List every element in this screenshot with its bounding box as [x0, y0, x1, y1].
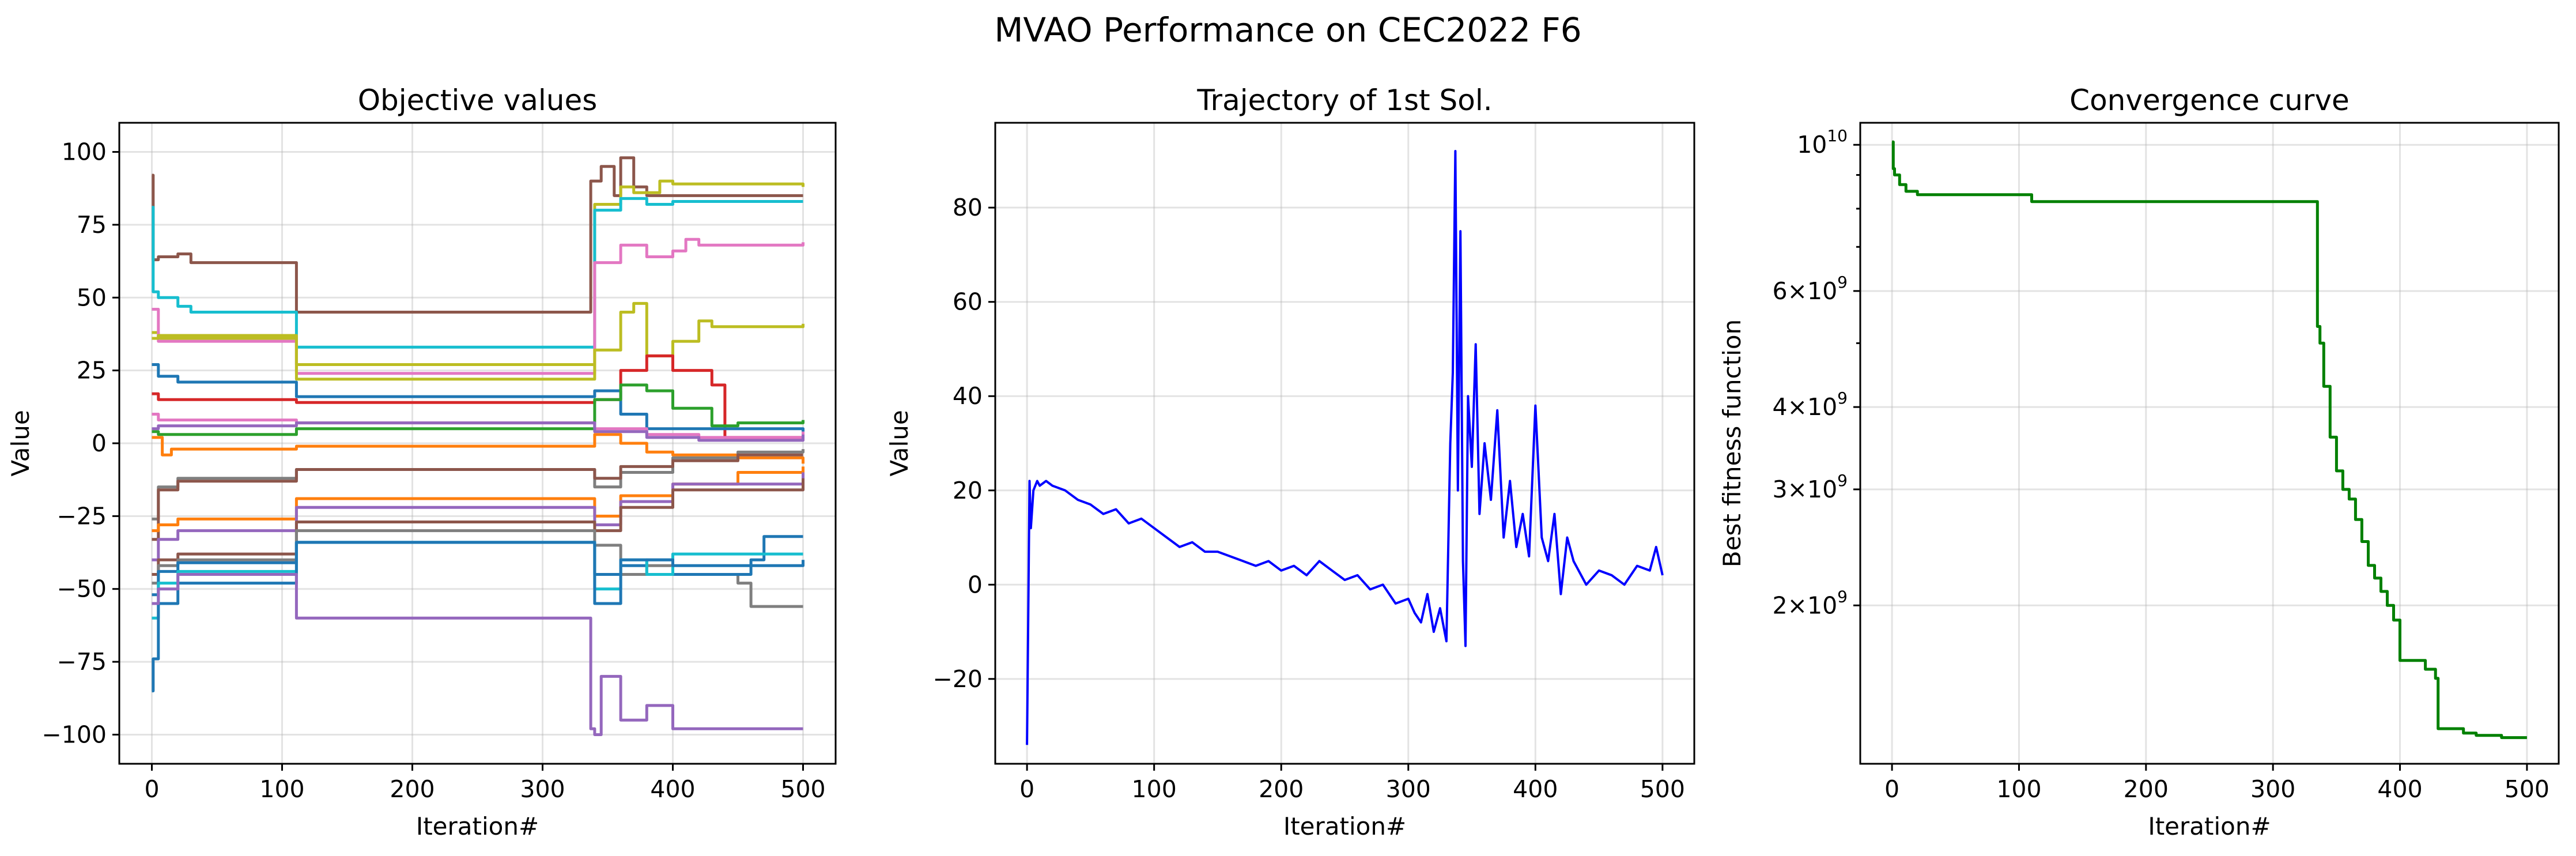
series-line-5 — [152, 354, 804, 440]
x-tick-label: 300 — [520, 775, 565, 803]
x-tick-label: 200 — [1259, 775, 1304, 803]
plot-frame — [994, 122, 1695, 765]
y-tick-label: −20 — [932, 665, 983, 693]
y-tick-label: 100 — [62, 138, 107, 166]
y-tick-exponent: 9 — [1837, 273, 1848, 292]
y-tick-label: 50 — [77, 284, 107, 311]
y-tick-label: −100 — [41, 721, 107, 748]
x-tick-label: 500 — [1640, 775, 1685, 803]
series-line-7 — [152, 383, 804, 436]
x-tick-label: 300 — [1386, 775, 1431, 803]
trajectory-panel: 0 100 200 300 400 500 −20 0 20 40 60 80 Trajectory o… — [885, 84, 1695, 840]
series-line-0 — [1026, 150, 1664, 745]
x-tick-label: 400 — [650, 775, 695, 803]
series-line-6 — [152, 363, 804, 432]
x-tick-label: 200 — [390, 775, 435, 803]
x-tick-label: 500 — [2505, 775, 2549, 803]
y-tick-label: 4×109 — [1773, 389, 1848, 421]
x-tick-label: 300 — [2250, 775, 2295, 803]
x-tick-label: 100 — [259, 775, 304, 803]
series-line-0 — [1891, 140, 2527, 740]
y-tick-label: 2×109 — [1773, 587, 1848, 619]
series-line-10 — [152, 421, 804, 442]
x-tick-label: 0 — [144, 775, 159, 803]
y-axis-label: Value — [6, 410, 35, 476]
y-tick-label: −25 — [56, 502, 107, 530]
y-tick-label: 0 — [92, 429, 107, 457]
series-line-4 — [152, 301, 804, 381]
y-tick-label: 3×109 — [1773, 471, 1848, 503]
y-tick-label: 0 — [968, 571, 983, 598]
series-line-19 — [152, 541, 804, 693]
y-axis-label: Value — [885, 410, 913, 476]
y-tick-label: −75 — [56, 648, 107, 676]
y-tick-label: 25 — [77, 357, 107, 384]
series-line-12 — [152, 453, 803, 541]
y-tick-exponent: 9 — [1837, 471, 1848, 490]
y-tick-exponent: 9 — [1837, 587, 1848, 606]
convergence-panel: 0 100 200 300 400 500 1010 6×109 4×109 3×109 2×109… — [1718, 84, 2560, 840]
series-line-20 — [152, 573, 803, 736]
panel-title: Convergence curve — [2069, 84, 2350, 117]
series-line-0 — [152, 156, 803, 314]
x-axis-label: Iteration# — [1283, 812, 1406, 840]
y-tick-label: −50 — [56, 575, 107, 603]
x-tick-label: 100 — [1996, 775, 2041, 803]
y-tick-label: 75 — [77, 211, 107, 239]
y-tick-label: 6×109 — [1773, 273, 1848, 305]
objective-values-panel: 0 100 200 300 400 500 −100 −75 −50 −25 0 25 50 75 100 O… — [6, 84, 837, 840]
series-line-15 — [152, 478, 804, 576]
plot-frame — [1859, 122, 2560, 765]
y-tick-label: 1010 — [1797, 126, 1848, 159]
x-tick-label: 200 — [2124, 775, 2169, 803]
y-tick-exponent: 10 — [1827, 126, 1848, 145]
y-tick-label: 80 — [953, 194, 983, 221]
x-tick-label: 500 — [780, 775, 825, 803]
y-axis-label: Best fitness function — [1718, 319, 1746, 567]
y-tick-label: 20 — [953, 477, 983, 504]
series-line-1 — [152, 179, 804, 366]
x-axis-label: Iteration# — [416, 812, 539, 840]
x-axis-label: Iteration# — [2148, 812, 2271, 840]
y-tick-label: 60 — [953, 288, 983, 316]
panel-title: Objective values — [358, 84, 598, 117]
panel-title: Trajectory of 1st Sol. — [1196, 84, 1492, 117]
series-line-17 — [152, 535, 803, 597]
y-tick-label: 40 — [953, 382, 983, 410]
series-line-8 — [152, 433, 804, 464]
x-tick-label: 0 — [1884, 775, 1899, 803]
x-tick-label: 400 — [1513, 775, 1558, 803]
series-line-3 — [152, 237, 804, 375]
series-line-2 — [152, 197, 803, 349]
x-tick-label: 100 — [1132, 775, 1177, 803]
x-tick-label: 400 — [2377, 775, 2422, 803]
figure-title: MVAO Performance on CEC2022 F6 — [994, 10, 1581, 50]
x-tick-label: 0 — [1019, 775, 1034, 803]
y-tick-exponent: 9 — [1837, 389, 1848, 408]
